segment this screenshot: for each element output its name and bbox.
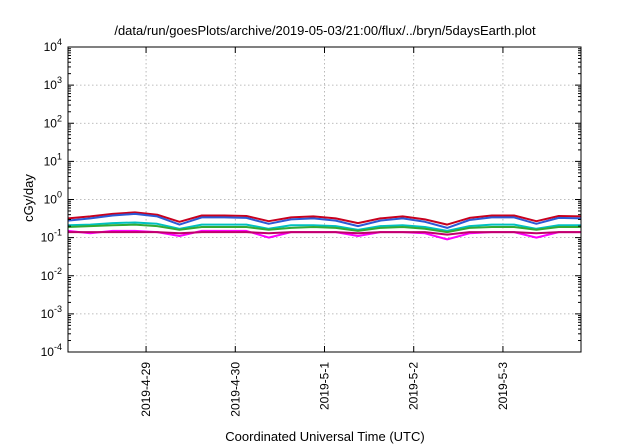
y-tick-label: 10-3 <box>41 304 62 321</box>
y-tick-exponent: -1 <box>54 228 62 238</box>
series-line-1 <box>67 211 582 226</box>
y-tick-base: 10 <box>44 154 58 168</box>
grid <box>68 47 581 352</box>
chart-title: /data/run/goesPlots/archive/2019-05-03/2… <box>114 23 536 38</box>
y-tick-base: 10 <box>41 307 55 321</box>
x-axis-label: Coordinated Universal Time (UTC) <box>225 429 424 444</box>
y-tick-label: 103 <box>44 75 62 92</box>
y-tick-exponent: -2 <box>54 266 62 276</box>
y-tick-label: 104 <box>44 37 62 54</box>
y-tick-label: 10-1 <box>41 228 62 245</box>
x-tick-label: 2019-5-1 <box>318 362 332 410</box>
y-tick-base: 10 <box>44 40 58 54</box>
series-line-6 <box>68 231 581 236</box>
x-tick-label: 2019-5-2 <box>407 362 421 410</box>
series-group <box>67 211 582 241</box>
series-line-2 <box>67 212 582 229</box>
y-tick-label: 10-2 <box>41 266 62 283</box>
series-line-4 <box>67 223 581 234</box>
x-ticks: 2019-4-29 2019-4-30 2019-5-1 2019-5-2 2019-5… <box>139 47 510 417</box>
y-tick-exponent: 2 <box>57 113 62 123</box>
y-tick-exponent: 3 <box>57 75 62 85</box>
x-tick-label: 2019-5-3 <box>496 362 510 410</box>
y-tick-exponent: 0 <box>57 190 62 200</box>
y-tick-exponent: 4 <box>57 37 62 47</box>
series-line-3 <box>67 221 581 232</box>
y-tick-base: 10 <box>44 193 58 207</box>
y-tick-label: 10-4 <box>41 342 62 359</box>
y-tick-label: 101 <box>44 151 62 168</box>
y-tick-base: 10 <box>41 269 55 283</box>
y-tick-base: 10 <box>41 231 55 245</box>
x-tick-label: 2019-4-30 <box>228 362 242 417</box>
y-tick-base: 10 <box>41 345 55 359</box>
y-tick-base: 10 <box>44 78 58 92</box>
y-tick-exponent: 1 <box>57 151 62 161</box>
y-axis-label: cGy/day <box>21 174 36 222</box>
y-tick-label: 100 <box>44 190 62 207</box>
y-tick-exponent: -3 <box>54 304 62 314</box>
y-tick-base: 10 <box>44 116 58 130</box>
x-tick-label: 2019-4-29 <box>139 362 153 417</box>
y-tick-label: 102 <box>44 113 62 130</box>
y-tick-exponent: -4 <box>54 342 62 352</box>
